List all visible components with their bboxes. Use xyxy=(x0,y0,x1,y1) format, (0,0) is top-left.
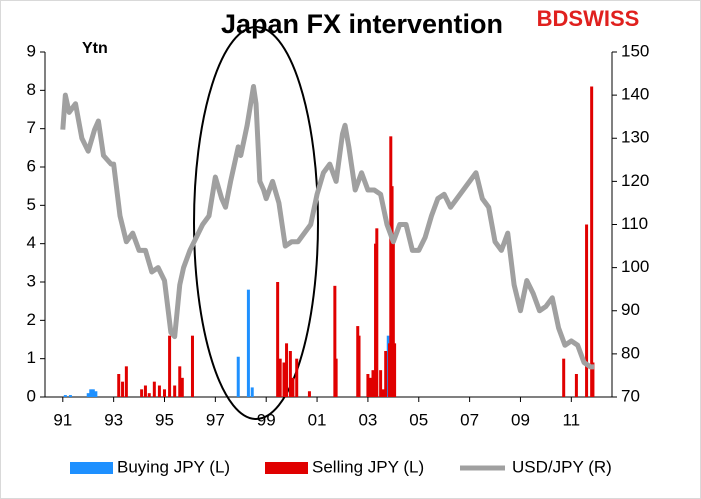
x-tick-label: 09 xyxy=(511,410,530,429)
bar xyxy=(143,385,147,397)
bar xyxy=(124,366,128,397)
bar xyxy=(68,395,72,397)
legend-label: Selling JPY (L) xyxy=(312,457,424,476)
bar xyxy=(117,374,121,397)
y-axis-unit: Ytn xyxy=(82,40,108,57)
bar xyxy=(291,377,295,397)
bar xyxy=(91,389,95,397)
bar xyxy=(147,393,151,397)
y2-tick-label: 110 xyxy=(621,214,648,233)
bar xyxy=(288,351,292,397)
x-tick-label: 91 xyxy=(53,410,72,429)
bar xyxy=(366,374,370,397)
y2-tick-label: 70 xyxy=(621,386,640,405)
x-tick-label: 05 xyxy=(409,410,428,429)
logo: BDSWISS xyxy=(537,6,640,31)
x-tick-label: 93 xyxy=(104,410,123,429)
y2-tick-label: 130 xyxy=(621,128,649,147)
x-tick-label: 07 xyxy=(460,410,479,429)
bar xyxy=(391,236,395,397)
y-tick-label: 5 xyxy=(27,195,36,214)
line xyxy=(60,84,595,370)
bar xyxy=(368,377,372,397)
y-tick-label: 4 xyxy=(27,233,36,252)
y2-tick-label: 150 xyxy=(621,41,649,60)
bar xyxy=(282,362,286,397)
bar xyxy=(246,289,250,397)
legend-swatch xyxy=(70,462,113,474)
bar xyxy=(307,391,311,397)
bar xyxy=(163,389,167,397)
y2-tick-label: 140 xyxy=(621,85,649,104)
bar xyxy=(157,385,161,397)
legend-label: USD/JPY (R) xyxy=(512,457,612,476)
highlight-ellipse xyxy=(193,26,319,420)
y-tick-label: 7 xyxy=(27,118,36,137)
x-tick-label: 01 xyxy=(308,410,327,429)
bar xyxy=(152,381,156,397)
bar xyxy=(168,335,172,397)
legend-label: Buying JPY (L) xyxy=(117,457,230,476)
y-tick-label: 0 xyxy=(27,386,36,405)
x-tick-label: 03 xyxy=(358,410,377,429)
bar xyxy=(585,224,589,397)
y-tick-label: 1 xyxy=(27,348,36,367)
bar xyxy=(173,385,177,397)
x-tick-label: 95 xyxy=(155,410,174,429)
bar xyxy=(140,389,144,397)
legend-swatch xyxy=(265,462,308,474)
bar xyxy=(334,358,338,397)
bar xyxy=(180,377,184,397)
bar xyxy=(590,86,594,397)
bar xyxy=(236,356,240,397)
bar xyxy=(278,358,282,397)
bar xyxy=(375,228,379,397)
y2-tick-label: 90 xyxy=(621,300,640,319)
bar xyxy=(94,391,98,397)
bar xyxy=(276,282,280,397)
bar xyxy=(63,395,67,397)
y-tick-label: 9 xyxy=(27,41,36,60)
bar xyxy=(178,366,182,397)
bar xyxy=(384,351,388,397)
bar xyxy=(574,374,578,397)
y-tick-label: 2 xyxy=(27,310,36,329)
bar xyxy=(393,343,397,397)
bar xyxy=(371,370,375,397)
y2-tick-label: 80 xyxy=(621,343,640,362)
bar xyxy=(591,362,595,397)
y2-tick-label: 100 xyxy=(621,257,649,276)
bar xyxy=(121,381,125,397)
y-tick-label: 8 xyxy=(27,80,36,99)
bar xyxy=(357,335,361,397)
y-tick-label: 3 xyxy=(27,271,36,290)
x-tick-label: 99 xyxy=(257,410,276,429)
bar xyxy=(250,387,254,397)
bar xyxy=(86,393,90,397)
y-tick-label: 6 xyxy=(27,156,36,175)
bar xyxy=(381,389,385,397)
x-tick-label: 97 xyxy=(206,410,225,429)
bar xyxy=(562,358,566,397)
bar xyxy=(285,343,289,397)
bar xyxy=(89,389,93,397)
bar xyxy=(333,285,337,397)
bar xyxy=(379,370,383,397)
bar xyxy=(295,358,299,397)
y2-tick-label: 120 xyxy=(621,171,649,190)
chart-title: Japan FX intervention xyxy=(221,9,503,39)
bar xyxy=(190,335,194,397)
x-tick-label: 11 xyxy=(562,410,580,429)
